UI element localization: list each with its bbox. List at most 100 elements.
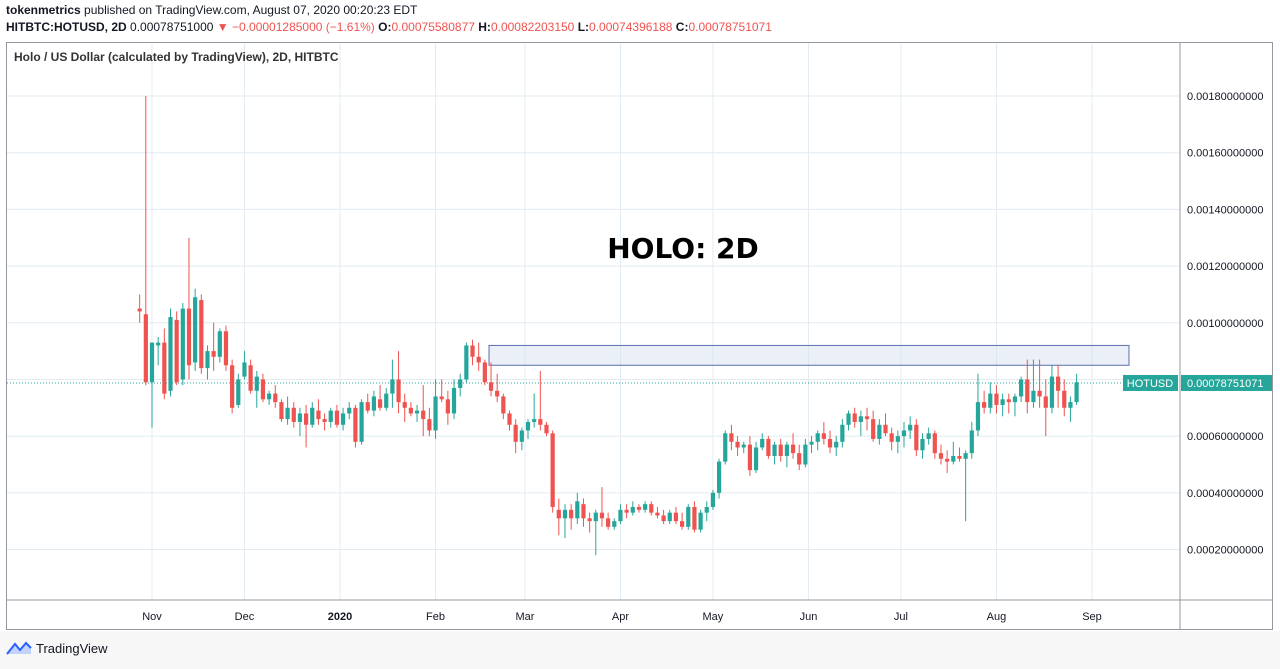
candle-body[interactable]: [199, 300, 204, 369]
candle-body[interactable]: [371, 396, 377, 411]
candle-body[interactable]: [230, 365, 235, 408]
candle-body[interactable]: [186, 308, 192, 366]
candle-body[interactable]: [254, 376, 259, 391]
candle-body[interactable]: [1062, 390, 1067, 408]
candle-body[interactable]: [723, 433, 728, 462]
candle-body[interactable]: [920, 438, 925, 451]
candle-body[interactable]: [445, 399, 450, 414]
candle-body[interactable]: [852, 413, 857, 422]
candle-body[interactable]: [994, 393, 999, 405]
candle-body[interactable]: [982, 402, 987, 408]
candle-body[interactable]: [396, 379, 401, 403]
candle-body[interactable]: [1037, 390, 1042, 397]
candle-body[interactable]: [242, 362, 247, 377]
candle-body[interactable]: [507, 413, 512, 425]
candle-body[interactable]: [735, 441, 740, 448]
candle-body[interactable]: [162, 342, 167, 394]
candle-body[interactable]: [322, 419, 327, 422]
candle-body[interactable]: [575, 501, 580, 519]
candle-body[interactable]: [1019, 379, 1024, 397]
candle-body[interactable]: [525, 421, 531, 431]
candle-body[interactable]: [211, 351, 216, 357]
tradingview-brand[interactable]: TradingView: [6, 640, 108, 656]
candle-body[interactable]: [667, 512, 672, 522]
candle-body[interactable]: [303, 413, 309, 425]
candle-body[interactable]: [347, 407, 352, 414]
candle-body[interactable]: [778, 444, 783, 456]
candle-body[interactable]: [643, 504, 648, 510]
candle-body[interactable]: [223, 331, 229, 366]
candle-body[interactable]: [414, 410, 420, 414]
candle-body[interactable]: [137, 308, 142, 312]
candle-body[interactable]: [815, 433, 820, 442]
candle-body[interactable]: [149, 342, 155, 383]
candle-body[interactable]: [914, 424, 919, 451]
candle-body[interactable]: [716, 461, 722, 493]
candle-body[interactable]: [384, 393, 389, 408]
candle-body[interactable]: [267, 393, 272, 400]
candle-body[interactable]: [630, 506, 635, 513]
candle-body[interactable]: [279, 402, 284, 420]
candle-body[interactable]: [353, 407, 358, 442]
candle-body[interactable]: [649, 504, 654, 513]
candle-body[interactable]: [753, 447, 759, 471]
candle-body[interactable]: [846, 413, 851, 425]
candle-body[interactable]: [975, 402, 981, 431]
candle-body[interactable]: [205, 351, 210, 369]
candle-body[interactable]: [606, 518, 611, 527]
candle-body[interactable]: [143, 314, 148, 383]
candle-body[interactable]: [544, 424, 549, 434]
candle-body[interactable]: [945, 458, 950, 462]
candle-body[interactable]: [532, 419, 537, 422]
candle-body[interactable]: [587, 518, 592, 522]
candle-body[interactable]: [427, 419, 432, 431]
candle-body[interactable]: [439, 396, 444, 400]
candle-body[interactable]: [1049, 376, 1055, 408]
candle-body[interactable]: [858, 416, 863, 422]
candle-body[interactable]: [260, 379, 266, 400]
candle-body[interactable]: [772, 444, 777, 456]
candle-body[interactable]: [679, 521, 685, 527]
candle-body[interactable]: [871, 419, 876, 439]
candle-body[interactable]: [495, 390, 500, 397]
candle-body[interactable]: [180, 308, 185, 380]
candle-body[interactable]: [193, 297, 198, 363]
candle-body[interactable]: [156, 342, 161, 346]
candle-body[interactable]: [624, 509, 629, 513]
candle-body[interactable]: [895, 436, 900, 442]
candle-body[interactable]: [957, 455, 962, 459]
candle-body[interactable]: [673, 512, 679, 522]
candle-body[interactable]: [636, 506, 642, 510]
candle-body[interactable]: [310, 407, 315, 425]
candle-body[interactable]: [562, 509, 568, 519]
candle-body[interactable]: [476, 356, 481, 363]
candle-body[interactable]: [883, 424, 888, 434]
candle-body[interactable]: [174, 319, 179, 383]
candle-body[interactable]: [1006, 399, 1011, 403]
candle-body[interactable]: [365, 402, 370, 411]
candle-body[interactable]: [809, 441, 814, 445]
candle-body[interactable]: [291, 407, 296, 422]
candle-body[interactable]: [938, 453, 944, 459]
candle-body[interactable]: [908, 424, 913, 431]
candle-body[interactable]: [988, 393, 993, 408]
candle-body[interactable]: [889, 433, 894, 442]
candle-body[interactable]: [168, 317, 173, 391]
candle-body[interactable]: [760, 438, 765, 448]
candle-body[interactable]: [661, 515, 666, 522]
candle-body[interactable]: [316, 410, 321, 420]
candle-body[interactable]: [1025, 379, 1030, 403]
candle-body[interactable]: [513, 424, 518, 442]
candle-body[interactable]: [932, 433, 937, 454]
candle-body[interactable]: [692, 506, 697, 530]
candle-body[interactable]: [470, 345, 475, 357]
candle-body[interactable]: [248, 365, 253, 391]
candle-body[interactable]: [593, 512, 598, 522]
candle-body[interactable]: [1068, 402, 1073, 408]
candle-body[interactable]: [963, 453, 968, 459]
candle-body[interactable]: [766, 438, 771, 456]
candle-body[interactable]: [698, 512, 703, 530]
candle-body[interactable]: [488, 382, 494, 391]
candle-body[interactable]: [538, 419, 543, 425]
